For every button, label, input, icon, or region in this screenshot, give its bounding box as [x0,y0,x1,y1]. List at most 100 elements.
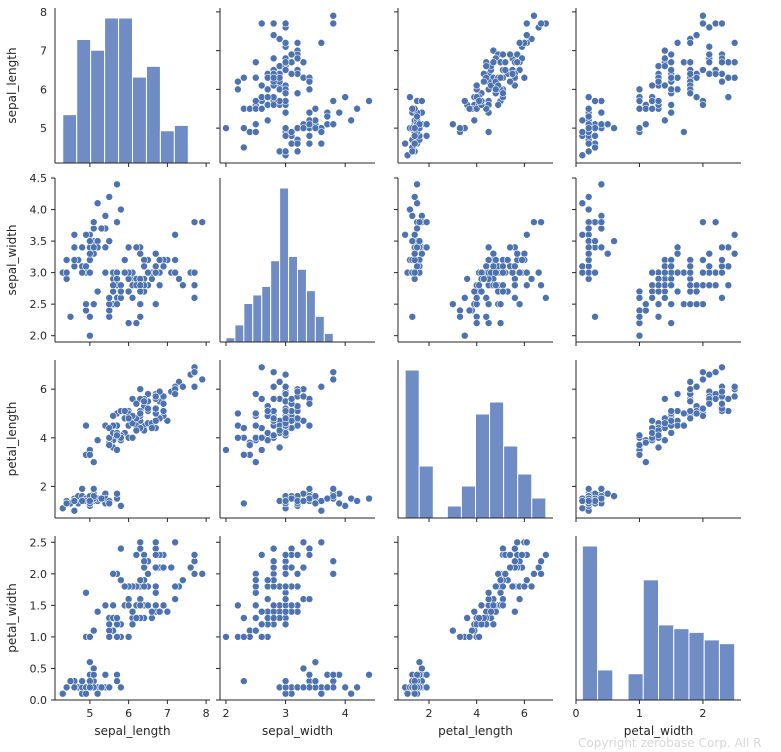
scatter-point-petal_length-vs-sepal_width-138 [281,414,290,423]
scatter-point-petal_length-vs-sepal_length-59 [93,436,102,445]
scatter-point-sepal_length-vs-petal_width-115 [718,70,726,78]
scatter-point-sepal_length-vs-petal_width-86 [667,58,675,67]
scatter-point-petal_length-vs-sepal_width-44 [329,485,338,493]
scatter-point-sepal_length-vs-petal_length-146 [496,73,505,82]
scatter-point-sepal_width-vs-petal_width-49 [584,249,593,258]
scatter-point-petal_width-vs-sepal_length-58 [148,614,156,622]
scatter-point-petal_width-vs-sepal_width-132 [269,557,278,566]
scatter-point-sepal_length-vs-sepal_width-25 [281,124,290,132]
scatter-point-sepal_width-vs-petal_width-118 [718,294,726,302]
scatter-point-petal_width-vs-petal_length-130 [522,576,531,584]
scatter-point-sepal_length-vs-petal_length-75 [482,62,491,70]
scatter-point-petal_length-vs-petal_width-77 [680,409,688,418]
scatter-point-petal_width-vs-sepal_length-121 [109,570,117,578]
histogram-bar-sepal_length-5 [132,76,147,164]
histogram-bar-petal_width-9 [718,643,736,701]
scatter-point-petal_width-vs-petal_length-146 [496,576,505,584]
scatter-point-sepal_width-vs-petal_width-147 [699,268,707,277]
scatter-point-petal_length-vs-petal_width-98 [642,458,650,466]
scatter-point-petal_width-vs-sepal_width-104 [281,557,290,566]
histogram-bar-sepal_width-1 [234,324,245,343]
scatter-point-petal_width-vs-sepal_width-148 [305,551,314,559]
scatter-point-petal_width-vs-sepal_length-32 [93,689,102,698]
scatter-point-petal_length-vs-sepal_length-49 [86,497,94,505]
scatter-point-petal_width-vs-sepal_length-62 [124,633,133,641]
x-tick-label-petal_length: 6 [521,707,528,720]
scatter-point-petal_width-vs-sepal_width-99 [269,614,278,622]
scatter-point-sepal_width-vs-petal_length-85 [484,243,493,252]
histogram-bar-petal_length-6 [489,401,505,519]
scatter-point-sepal_length-vs-sepal_width-117 [329,19,338,28]
scatter-point-petal_width-vs-sepal_length-129 [171,595,179,603]
scatter-point-petal_width-vs-sepal_width-48 [323,683,332,692]
scatter-point-petal_width-vs-sepal_length-124 [151,563,160,572]
scatter-point-petal_length-vs-sepal_width-134 [257,395,266,403]
scatter-point-petal_length-vs-sepal_width-33 [353,497,361,505]
scatter-point-petal_width-vs-sepal_length-148 [132,551,141,559]
scatter-point-sepal_width-vs-petal_length-93 [456,312,464,321]
scatter-point-sepal_width-vs-petal_width-6 [591,243,599,252]
scatter-point-sepal_width-vs-petal_width-23 [603,249,612,258]
scatter-point-sepal_width-vs-petal_width-33 [584,193,593,201]
scatter-point-petal_width-vs-petal_length-49 [410,683,419,692]
scatter-point-petal_length-vs-petal_width-45 [591,497,599,505]
scatter-point-sepal_width-vs-sepal_length-140 [151,262,160,271]
scatter-point-petal_width-vs-petal_length-106 [484,588,493,597]
scatter-point-petal_width-vs-sepal_width-33 [353,683,361,692]
scatter-point-sepal_width-vs-petal_width-40 [591,237,599,245]
scatter-point-sepal_width-vs-sepal_length-21 [89,224,98,233]
scatter-point-petal_width-vs-sepal_length-23 [89,664,98,673]
histogram-bar-petal_length-7 [503,445,519,519]
scatter-point-sepal_width-vs-sepal_length-122 [190,281,199,290]
scatter-point-sepal_width-vs-petal_width-140 [724,262,733,271]
scatter-point-sepal_width-vs-petal_width-104 [711,268,720,277]
scatter-point-sepal_length-vs-sepal_width-87 [240,73,248,82]
scatter-point-sepal_width-vs-petal_length-33 [410,193,419,201]
scatter-point-petal_width-vs-petal_length-13 [403,689,412,698]
scatter-point-petal_length-vs-petal_width-64 [654,443,663,452]
scatter-point-sepal_length-vs-petal_length-122 [537,19,545,28]
scatter-point-sepal_length-vs-petal_width-125 [686,39,695,47]
x-axis-label-sepal_length: sepal_length [94,724,170,738]
scatter-point-petal_length-vs-sepal_length-22 [70,506,79,515]
scatter-point-sepal_width-vs-petal_length-117 [537,218,545,226]
scatter-point-sepal_length-vs-petal_width-52 [667,50,675,59]
scatter-point-petal_width-vs-sepal_width-124 [299,563,308,572]
scatter-point-petal_length-vs-petal_width-49 [584,497,593,505]
scatter-point-sepal_width-vs-petal_length-24 [422,243,431,252]
scatter-point-sepal_length-vs-petal_width-23 [603,120,612,129]
scatter-point-sepal_length-vs-petal_width-99 [654,97,663,105]
scatter-point-sepal_length-vs-sepal_width-33 [353,104,361,113]
scatter-point-sepal_width-vs-petal_length-51 [484,256,493,264]
scatter-point-sepal_length-vs-petal_width-49 [584,124,593,132]
scatter-point-petal_length-vs-petal_width-129 [673,390,682,398]
scatter-point-petal_width-vs-petal_length-134 [511,607,519,616]
scatter-point-petal_width-vs-sepal_length-42 [62,683,71,692]
scatter-point-sepal_width-vs-petal_length-5 [418,212,426,220]
scatter-point-sepal_width-vs-sepal_length-113 [113,300,121,308]
scatter-point-sepal_width-vs-petal_length-62 [472,319,481,327]
scatter-point-sepal_length-vs-sepal_width-118 [257,19,266,28]
scatter-point-sepal_length-vs-petal_width-47 [584,139,593,148]
scatter-point-petal_length-vs-petal_width-24 [584,485,593,493]
scatter-point-sepal_width-vs-petal_length-140 [511,262,519,271]
scatter-point-sepal_width-vs-sepal_length-87 [136,312,145,321]
scatter-point-sepal_width-vs-petal_width-123 [686,287,695,296]
scatter-point-petal_length-vs-sepal_width-126 [269,414,278,423]
scatter-point-petal_width-vs-sepal_width-129 [281,595,290,603]
scatter-point-sepal_width-vs-petal_length-44 [422,218,431,226]
scatter-point-petal_length-vs-sepal_length-86 [151,416,160,425]
scatter-point-sepal_width-vs-sepal_length-100 [136,249,145,258]
scatter-point-sepal_width-vs-sepal_length-70 [120,256,129,264]
scatter-point-sepal_width-vs-sepal_length-134 [128,294,137,302]
scatter-point-petal_width-vs-petal_length-140 [511,544,519,553]
scatter-point-sepal_width-vs-petal_width-141 [718,262,726,271]
scatter-point-petal_width-vs-sepal_length-52 [159,601,168,610]
scatter-point-petal_width-vs-sepal_length-142 [117,576,125,584]
scatter-point-sepal_width-vs-petal_width-13 [578,268,587,277]
scatter-point-petal_width-vs-sepal_width-109 [317,538,326,547]
scatter-point-sepal_length-vs-petal_length-44 [422,120,431,129]
scatter-point-sepal_width-vs-petal_width-44 [597,218,606,226]
scatter-point-petal_width-vs-sepal_length-80 [105,626,114,635]
